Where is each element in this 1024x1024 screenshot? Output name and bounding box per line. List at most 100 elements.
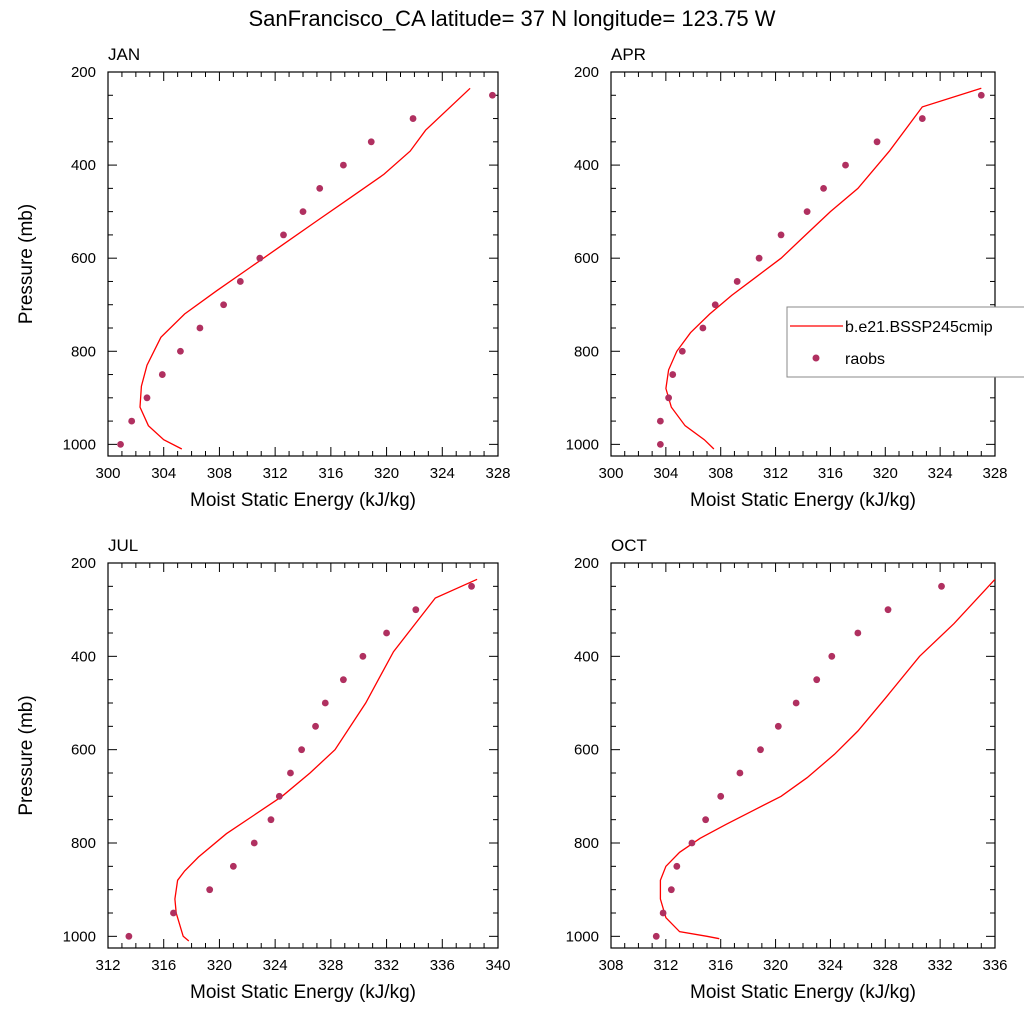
y-tick-label: 800 (574, 835, 599, 852)
raobs-point (652, 932, 660, 940)
raobs-point (777, 231, 785, 239)
x-tick-label: 300 (95, 465, 120, 482)
x-tick-label: 328 (982, 465, 1007, 482)
raobs-point (665, 394, 672, 402)
panel-oct: OCT 308 312 316 320 324 328 332 336 200 400 600 800 1… (566, 536, 1008, 1003)
panel-title: JAN (108, 45, 140, 64)
raobs-point (884, 606, 892, 614)
x-tick-label: 308 (708, 465, 733, 482)
x-tick-label: 304 (653, 465, 678, 482)
y-tick-label: 200 (574, 555, 599, 572)
x-tick-label: 308 (207, 465, 232, 482)
plot-area (652, 578, 995, 940)
y-tick-label: 600 (574, 742, 599, 759)
y-tick-label: 600 (71, 250, 96, 267)
raobs-point (736, 769, 744, 777)
legend-obs-marker (812, 354, 820, 362)
raobs-point (678, 347, 686, 355)
y-tick-label: 600 (574, 250, 599, 267)
raobs-point (828, 652, 836, 660)
raobs-point (170, 909, 177, 917)
raobs-point (367, 138, 375, 146)
x-tick-label: 332 (928, 957, 953, 974)
x-axis-label: Moist Static Energy (kJ/kg) (190, 490, 416, 511)
raobs-point (280, 231, 287, 239)
x-tick-label: 316 (318, 465, 343, 482)
panel-title: JUL (108, 536, 138, 555)
x-tick-label: 316 (151, 957, 176, 974)
y-tick-label: 1000 (63, 928, 96, 945)
y-tick-label: 400 (71, 648, 96, 665)
model-profile-line (665, 87, 982, 450)
raobs-point (158, 371, 166, 378)
raobs-point (339, 676, 347, 684)
model-profile-line (139, 87, 471, 450)
raobs-point (820, 184, 827, 192)
raobs-point (256, 254, 264, 262)
raobs-point (267, 816, 275, 824)
raobs-point (699, 324, 707, 332)
y-tick-label: 400 (71, 157, 96, 174)
x-tick-label: 304 (151, 465, 176, 482)
raobs-point (656, 440, 664, 448)
panel-jul: JUL 312 316 320 324 328 332 336 340 200 400 600 800 1… (16, 536, 511, 1003)
panel-title: OCT (611, 536, 647, 555)
raobs-point (143, 394, 151, 402)
y-tick-label: 600 (71, 742, 96, 759)
x-axis-label: Moist Static Energy (kJ/kg) (690, 490, 916, 511)
x-axis-label: Moist Static Energy (kJ/kg) (690, 982, 916, 1003)
legend-obs-label: raobs (845, 351, 885, 368)
raobs-point (755, 254, 763, 262)
figure-title: SanFrancisco_CA latitude= 37 N longitude… (248, 6, 775, 31)
y-tick-label: 400 (574, 157, 599, 174)
y-tick-label: 1000 (63, 436, 96, 453)
x-tick-label: 312 (653, 957, 678, 974)
legend-model-label: b.e21.BSSP245cmip (845, 319, 993, 336)
raobs-point (656, 417, 664, 425)
y-axis-label: Pressure (mb) (16, 695, 37, 815)
y-tick-label: 400 (574, 648, 599, 665)
raobs-point (125, 932, 133, 940)
raobs-point (938, 582, 945, 590)
raobs-point (275, 792, 283, 800)
legend-box (786, 306, 1024, 378)
raobs-point (977, 91, 985, 99)
x-axis-label: Moist Static Energy (kJ/kg) (190, 982, 416, 1003)
raobs-point (918, 115, 926, 122)
x-tick-label: 320 (374, 465, 399, 482)
raobs-point (117, 440, 124, 448)
x-tick-label: 328 (485, 465, 510, 482)
y-tick-label: 800 (71, 343, 96, 360)
raobs-point (299, 208, 307, 216)
x-tick-label: 328 (873, 957, 898, 974)
x-tick-label: 336 (982, 957, 1007, 974)
raobs-point (702, 816, 710, 824)
raobs-point (667, 886, 675, 894)
raobs-point (321, 699, 329, 707)
raobs-point (774, 722, 782, 730)
raobs-point (229, 862, 237, 870)
raobs-point (711, 301, 719, 309)
raobs-point (206, 886, 214, 894)
y-tick-label: 200 (71, 64, 96, 81)
raobs-point (220, 301, 228, 309)
plot-frame (107, 71, 499, 457)
y-tick-label: 200 (574, 64, 599, 81)
raobs-point (196, 324, 204, 332)
plot-frame (107, 562, 499, 949)
raobs-point (383, 629, 390, 637)
raobs-point (792, 699, 800, 707)
plot-area (117, 87, 496, 450)
x-tick-label: 324 (263, 957, 288, 974)
raobs-point (733, 278, 741, 285)
raobs-point (803, 208, 811, 216)
raobs-point (412, 606, 420, 614)
model-profile-line (174, 578, 478, 942)
raobs-point (673, 862, 681, 870)
raobs-point (842, 161, 849, 169)
raobs-point (688, 839, 696, 847)
raobs-point (339, 161, 347, 169)
x-tick-label: 324 (928, 465, 953, 482)
raobs-point (287, 769, 294, 777)
